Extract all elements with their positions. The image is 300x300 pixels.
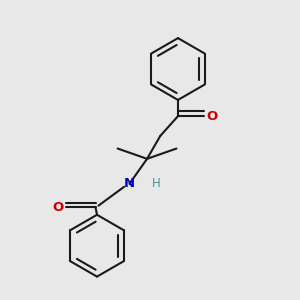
Text: H: H — [152, 177, 160, 190]
Text: N: N — [124, 177, 135, 190]
Text: O: O — [207, 110, 218, 123]
Text: O: O — [52, 201, 64, 214]
